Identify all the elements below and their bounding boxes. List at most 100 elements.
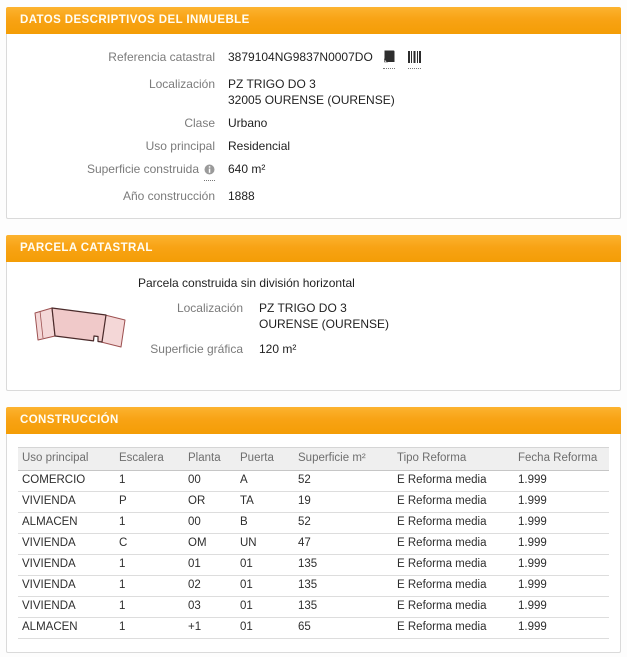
copy-icon[interactable] bbox=[383, 50, 396, 69]
field-localizacion-parcela: Localización PZ TRIGO DO 3 OURENSE (OURE… bbox=[138, 300, 602, 332]
table-cell: 1 bbox=[115, 617, 184, 639]
col-tipo-reforma: Tipo Reforma bbox=[393, 447, 514, 471]
referencia-catastral-value: 3879104NG9837N0007DO bbox=[228, 50, 373, 64]
table-cell: E Reforma media bbox=[393, 554, 514, 576]
field-label: Uso principal bbox=[145, 139, 215, 153]
table-cell: 52 bbox=[294, 470, 393, 492]
table-cell: 47 bbox=[294, 533, 393, 555]
table-cell: E Reforma media bbox=[393, 512, 514, 534]
col-fecha-reforma: Fecha Reforma bbox=[514, 447, 609, 471]
field-superficie-construida: Superficie construida 640 m² bbox=[11, 161, 602, 181]
table-cell: 01 bbox=[236, 575, 294, 597]
table-cell: 00 bbox=[184, 512, 236, 534]
table-cell: 52 bbox=[294, 512, 393, 534]
table-cell: VIVIENDA bbox=[18, 575, 115, 597]
table-cell: 03 bbox=[184, 596, 236, 618]
table-row: COMERCIO 1 00 A 52 E Reforma media 1.999 bbox=[18, 470, 609, 492]
anio-construccion-value: 1888 bbox=[228, 189, 255, 203]
table-cell: 1.999 bbox=[514, 554, 609, 576]
table-cell: 65 bbox=[294, 617, 393, 639]
table-cell: 1 bbox=[115, 575, 184, 597]
parcel-shape[interactable] bbox=[29, 296, 127, 360]
table-row: VIVIENDA 1 02 01 135 E Reforma media 1.999 bbox=[18, 575, 609, 597]
table-cell: 1 bbox=[115, 554, 184, 576]
table-cell: 01 bbox=[236, 617, 294, 639]
table-cell: +1 bbox=[184, 617, 236, 639]
table-cell: E Reforma media bbox=[393, 470, 514, 492]
table-row: VIVIENDA 1 03 01 135 E Reforma media 1.999 bbox=[18, 596, 609, 618]
table-row: VIVIENDA C OM UN 47 E Reforma media 1.999 bbox=[18, 533, 609, 555]
barcode-icon[interactable] bbox=[408, 51, 422, 69]
field-localizacion: Localización PZ TRIGO DO 3 32005 OURENSE… bbox=[11, 76, 602, 108]
table-cell: 02 bbox=[184, 575, 236, 597]
parcela-localizacion-line2: OURENSE (OURENSE) bbox=[259, 317, 390, 331]
table-cell: 01 bbox=[236, 554, 294, 576]
table-cell: VIVIENDA bbox=[18, 491, 115, 513]
table-cell: E Reforma media bbox=[393, 533, 514, 555]
table-cell: OM bbox=[184, 533, 236, 555]
table-cell: 135 bbox=[294, 575, 393, 597]
table-cell: 1.999 bbox=[514, 533, 609, 555]
superficie-construida-value: 640 m² bbox=[228, 162, 266, 176]
table-cell: A bbox=[236, 470, 294, 492]
field-label: Año construcción bbox=[122, 189, 215, 203]
table-cell: COMERCIO bbox=[18, 470, 115, 492]
section-body-datos: Referencia catastral 3879104NG9837N0007D… bbox=[6, 34, 621, 219]
localizacion-line2: 32005 OURENSE (OURENSE) bbox=[228, 93, 395, 107]
field-clase: Clase Urbano bbox=[11, 115, 602, 131]
col-uso-principal: Uso principal bbox=[18, 447, 115, 471]
parcela-fields: Localización PZ TRIGO DO 3 OURENSE (OURE… bbox=[138, 300, 602, 357]
table-cell: 135 bbox=[294, 596, 393, 618]
superficie-grafica-value: 120 m² bbox=[259, 342, 297, 356]
table-cell: 135 bbox=[294, 554, 393, 576]
table-cell: 1 bbox=[115, 596, 184, 618]
section-title-datos-descriptivos: DATOS DESCRIPTIVOS DEL INMUEBLE bbox=[6, 7, 621, 34]
table-cell: E Reforma media bbox=[393, 491, 514, 513]
field-value: PZ TRIGO DO 3 OURENSE (OURENSE) bbox=[259, 300, 389, 332]
section-title-parcela: PARCELA CATASTRAL bbox=[6, 235, 621, 262]
table-cell: B bbox=[236, 512, 294, 534]
table-cell: 1.999 bbox=[514, 470, 609, 492]
clase-value: Urbano bbox=[228, 116, 268, 130]
table-cell: VIVIENDA bbox=[18, 596, 115, 618]
field-label: Localización bbox=[176, 301, 243, 315]
table-cell: VIVIENDA bbox=[18, 554, 115, 576]
col-puerta: Puerta bbox=[236, 447, 294, 471]
table-cell: ALMACEN bbox=[18, 617, 115, 639]
section-parcela-catastral: PARCELA CATASTRAL Parcela construida sin… bbox=[6, 235, 621, 391]
field-label: Superficie gráfica bbox=[150, 342, 243, 356]
field-label: Superficie construida bbox=[11, 161, 215, 181]
table-row: VIVIENDA P OR TA 19 E Reforma media 1.999 bbox=[18, 491, 609, 513]
field-value: 3879104NG9837N0007DO bbox=[228, 49, 422, 69]
col-planta: Planta bbox=[184, 447, 236, 471]
table-cell: 1.999 bbox=[514, 596, 609, 618]
table-cell: 19 bbox=[294, 491, 393, 513]
table-header-row: Uso principal Escalera Planta Puerta Sup… bbox=[18, 447, 609, 471]
table-cell: 1 bbox=[115, 470, 184, 492]
field-anio-construccion: Año construcción 1888 bbox=[11, 188, 602, 204]
table-cell: 01 bbox=[184, 554, 236, 576]
table-cell: ALMACEN bbox=[18, 512, 115, 534]
table-cell: UN bbox=[236, 533, 294, 555]
field-label: Clase bbox=[184, 116, 215, 130]
field-superficie-grafica: Superficie gráfica 120 m² bbox=[138, 341, 602, 357]
uso-principal-value: Residencial bbox=[228, 139, 291, 153]
table-cell: 1.999 bbox=[514, 512, 609, 534]
table-cell: 00 bbox=[184, 470, 236, 492]
table-cell: TA bbox=[236, 491, 294, 513]
table-cell: 1.999 bbox=[514, 617, 609, 639]
col-escalera: Escalera bbox=[115, 447, 184, 471]
table-cell: E Reforma media bbox=[393, 617, 514, 639]
table-cell: 01 bbox=[236, 596, 294, 618]
table-cell: VIVIENDA bbox=[18, 533, 115, 555]
col-superficie: Superficie m² bbox=[294, 447, 393, 471]
info-icon[interactable] bbox=[204, 163, 215, 181]
table-cell: C bbox=[115, 533, 184, 555]
section-title-construccion: CONSTRUCCIÓN bbox=[6, 407, 621, 434]
table-cell: P bbox=[115, 491, 184, 513]
table-row: ALMACEN 1 00 B 52 E Reforma media 1.999 bbox=[18, 512, 609, 534]
field-referencia-catastral: Referencia catastral 3879104NG9837N0007D… bbox=[11, 49, 602, 69]
field-label: Localización bbox=[148, 77, 215, 91]
table-cell: 1 bbox=[115, 512, 184, 534]
